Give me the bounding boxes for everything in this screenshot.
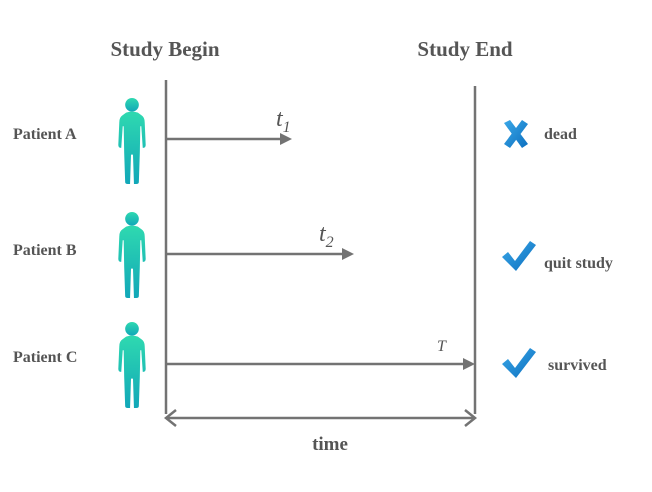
event-time-label: t1 [276,106,291,136]
patient-label: Patient B [13,242,77,259]
status-label: dead [544,126,577,143]
check-icon [502,348,536,378]
arrow-head [342,248,354,260]
person-icon [118,321,146,408]
arrow-head [280,133,292,145]
person-icon [118,211,146,298]
study-end-label: Study End [417,37,512,61]
arrow-head [463,358,475,370]
patient-row-a: Patient A t1 dead [13,97,577,184]
time-axis-label: time [312,434,348,455]
person-icon [118,97,146,184]
patient-row-c: Patient C T survived [13,321,607,408]
patient-row-b: Patient B t2 quit study [13,211,613,298]
status-label: survived [548,357,607,374]
event-time-label: t2 [319,221,334,251]
time-axis-right-arrow [464,409,478,427]
patient-label: Patient A [13,126,77,143]
study-begin-label: Study Begin [110,37,219,61]
cross-icon [504,120,528,148]
patient-label: Patient C [13,349,77,366]
time-axis-left-arrow [163,409,177,427]
censor-time-label: T [437,338,447,355]
check-icon [502,241,536,271]
status-label: quit study [544,255,613,272]
time-axis: time [163,409,478,455]
